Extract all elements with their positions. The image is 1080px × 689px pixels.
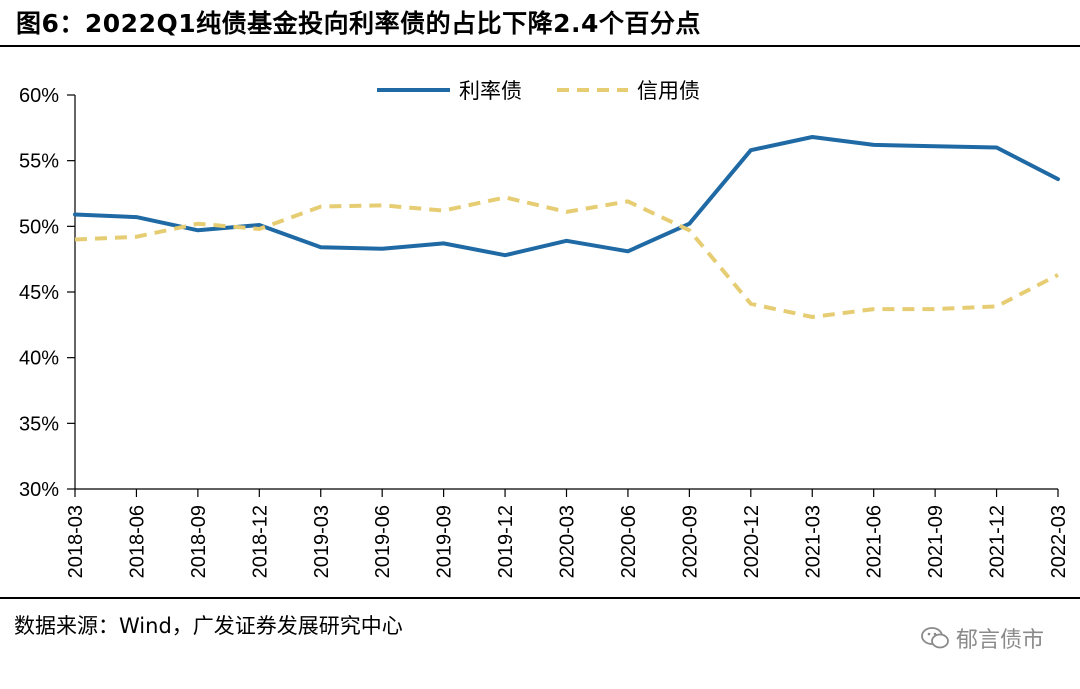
chart-legend: 利率债 信用债: [377, 80, 700, 103]
source-divider: [0, 597, 1080, 599]
x-tick-label: 2018-06: [126, 505, 148, 578]
line-chart: 30% 35% 40% 45% 50% 55% 60% 2018-03 2018-06 2018-…: [19, 80, 1070, 578]
chart-axes: 30% 35% 40% 45% 50% 55% 60% 2018-03 2018-06 2018-…: [19, 85, 1070, 578]
x-tick-label: 2018-09: [188, 505, 210, 578]
y-tick-label: 30%: [19, 479, 59, 501]
source-note: 数据来源：Wind，广发证券发展研究中心: [14, 614, 403, 638]
x-tick-label: 2019-09: [434, 505, 456, 578]
series-line-rate-bonds: [73, 135, 1060, 258]
x-tick-label: 2019-12: [495, 505, 517, 578]
watermark-text: 郁言债市: [955, 628, 1044, 653]
y-tick-label: 45%: [19, 282, 59, 304]
x-tick-label: 2022-03: [1048, 505, 1070, 578]
x-tick-label: 2020-03: [557, 505, 579, 578]
y-tick-label: 35%: [19, 413, 59, 435]
x-tick-label: 2020-09: [679, 505, 701, 578]
series-line-credit-bonds: [74, 195, 1059, 319]
y-tick-label: 50%: [19, 216, 59, 238]
x-tick-label: 2020-12: [741, 505, 763, 578]
y-tick-label: 60%: [19, 85, 59, 107]
x-tick-label: 2018-12: [249, 505, 271, 578]
y-tick-label: 55%: [19, 151, 59, 173]
x-tick-label: 2021-03: [802, 505, 824, 578]
x-tick-label: 2021-12: [987, 505, 1009, 578]
legend-label: 利率债: [459, 80, 522, 103]
figure-title: 图6：2022Q1纯债基金投向利率债的占比下降2.4个百分点: [16, 9, 701, 38]
x-tick-label: 2021-09: [925, 505, 947, 578]
chart-series: [73, 135, 1060, 319]
legend-label: 信用债: [637, 80, 700, 103]
x-tick-label: 2021-06: [864, 505, 886, 578]
y-tick-label: 40%: [19, 348, 59, 370]
watermark: 郁言债市: [920, 622, 1044, 654]
x-tick-label: 2018-03: [65, 505, 87, 578]
x-tick-label: 2020-06: [618, 505, 640, 578]
x-tick-label: 2019-06: [372, 505, 394, 578]
x-tick-label: 2019-03: [311, 505, 333, 578]
wechat-icon: [921, 627, 949, 649]
title-divider: [0, 45, 1080, 47]
